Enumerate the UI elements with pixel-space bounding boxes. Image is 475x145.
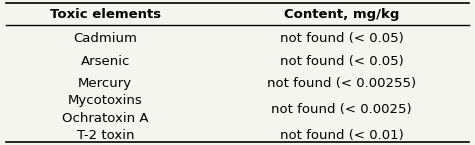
Text: T-2 toxin: T-2 toxin — [76, 129, 134, 142]
Text: not found (< 0.05): not found (< 0.05) — [279, 32, 403, 45]
Text: not found (< 0.01): not found (< 0.01) — [279, 129, 403, 142]
Text: Content, mg/kg: Content, mg/kg — [284, 8, 399, 21]
Text: not found (< 0.00255): not found (< 0.00255) — [267, 77, 416, 90]
Text: Toxic elements: Toxic elements — [50, 8, 161, 21]
Text: not found (< 0.0025): not found (< 0.0025) — [271, 103, 412, 116]
Text: Mycotoxins: Mycotoxins — [68, 94, 142, 107]
Text: Arsenic: Arsenic — [81, 55, 130, 68]
Text: Cadmium: Cadmium — [73, 32, 137, 45]
Text: Mercury: Mercury — [78, 77, 133, 90]
Text: not found (< 0.05): not found (< 0.05) — [279, 55, 403, 68]
Text: Ochratoxin A: Ochratoxin A — [62, 112, 149, 125]
